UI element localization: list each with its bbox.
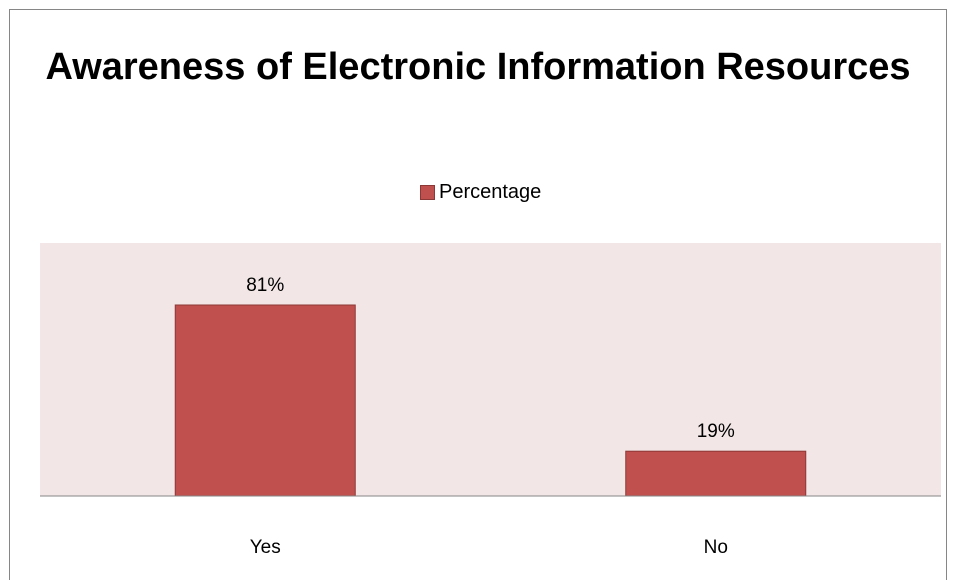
x-tick-label-yes: Yes [250,537,281,558]
bar-no [625,450,807,497]
data-label-no: 19% [697,421,735,442]
x-tick-label-no: No [704,537,728,558]
bar-yes [174,304,356,497]
chart-title: Awareness of Electronic Information Reso… [45,46,911,88]
chart-legend: Percentage [420,180,541,204]
legend-swatch-percentage [420,184,435,200]
legend-label-percentage: Percentage [439,180,542,203]
data-label-yes: 81% [246,275,284,296]
